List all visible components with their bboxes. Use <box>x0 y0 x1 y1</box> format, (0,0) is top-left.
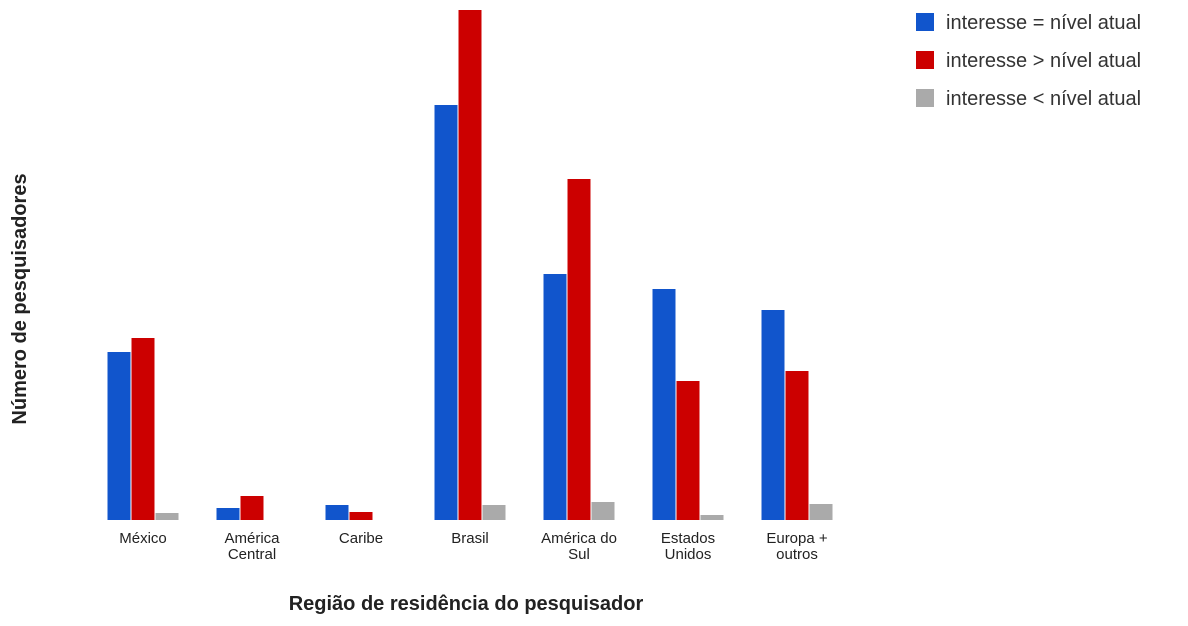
bar-1-1 <box>240 496 264 520</box>
bar-2-4 <box>591 502 615 520</box>
legend: interesse = nível atual interesse > nível… <box>916 12 1141 110</box>
x-tick-label: América Central <box>224 530 280 563</box>
y-axis-title: Número de pesquisadores <box>9 173 31 424</box>
bar-1-3 <box>458 10 482 520</box>
x-tick-label: Estados Unidos <box>661 530 715 563</box>
bar-2-3 <box>482 505 506 520</box>
bar-0-5 <box>652 289 676 520</box>
legend-swatch <box>916 13 934 31</box>
legend-swatch <box>916 51 934 69</box>
bar-1-0 <box>131 338 155 520</box>
bar-1-5 <box>676 381 700 520</box>
legend-label: interesse < nível atual <box>946 88 1141 110</box>
x-axis-title: Região de residência do pesquisador <box>289 593 644 615</box>
legend-label: interesse = nível atual <box>946 12 1141 34</box>
x-tick-label: Caribe <box>339 530 383 547</box>
bar-0-2 <box>325 505 349 520</box>
legend-label: interesse > nível atual <box>946 50 1141 72</box>
bar-1-6 <box>785 371 809 520</box>
legend-swatch <box>916 89 934 107</box>
bars-group <box>107 10 833 520</box>
bar-0-1 <box>216 508 240 520</box>
bar-2-6 <box>809 504 833 520</box>
x-tick-label: Brasil <box>451 530 489 547</box>
x-tick-label: Europa + outros <box>766 530 828 563</box>
bar-0-6 <box>761 310 785 520</box>
x-tick-label: América do Sul <box>541 530 617 563</box>
bar-1-4 <box>567 179 591 520</box>
bar-0-3 <box>434 105 458 520</box>
x-tick-label: México <box>119 530 167 547</box>
x-tick-labels: México América Central Caribe Brasil América … <box>119 530 828 563</box>
bar-0-0 <box>107 352 131 520</box>
bar-2-5 <box>700 515 724 520</box>
bar-2-0 <box>155 513 179 520</box>
bar-0-4 <box>543 274 567 520</box>
bar-1-2 <box>349 512 373 520</box>
